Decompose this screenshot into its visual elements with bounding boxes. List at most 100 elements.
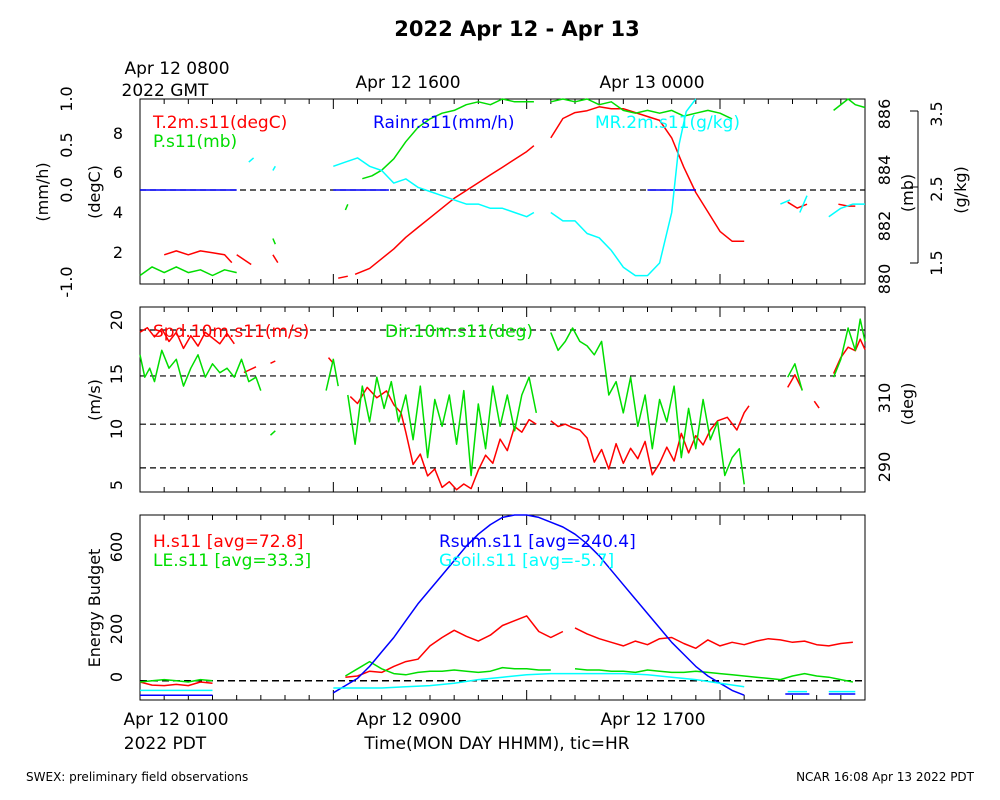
bottom-soil-heat-segment-1 xyxy=(333,672,745,689)
top-pressure-segment-3 xyxy=(362,98,534,180)
top-pressure-segment-5 xyxy=(833,98,866,111)
top-mixing-ratio-segment-5 xyxy=(799,195,808,213)
top-right-inner-axis: 886 884 882 880 (mb) xyxy=(875,99,917,295)
chart-title: 2022 Apr 12 - Apr 13 xyxy=(394,17,639,41)
mid-deg-tick-290: 290 xyxy=(875,452,894,483)
top-degc-tick-8: 8 xyxy=(113,124,123,143)
bottom-left-axis: 600 200 0 Energy Budget xyxy=(85,532,126,682)
top-gkg-axis-label: (g/kg) xyxy=(951,166,970,213)
top-pressure-segment-1 xyxy=(272,238,276,245)
top-inner-axis-label: (degC) xyxy=(85,165,104,219)
middle-wind-speed-segment-2 xyxy=(270,360,276,364)
legend-latent-heat: LE.s11 [avg=33.3] xyxy=(153,551,311,571)
middle-wind-speed-segment-6 xyxy=(787,374,803,391)
top-mb-tick-882: 882 xyxy=(875,211,894,242)
top-mixing-ratio-series xyxy=(248,98,865,277)
top-mixing-ratio-segment-3 xyxy=(550,98,697,277)
bot-tick-200: 200 xyxy=(107,614,126,645)
pdt-label-first-line2: 2022 PDT xyxy=(124,734,207,754)
top-pressure-segment-2 xyxy=(344,204,349,211)
middle-wind-direction-segment-5 xyxy=(787,363,803,391)
legend-radiation-sum: Rsum.s11 [avg=240.4] xyxy=(439,532,636,552)
reference-lines xyxy=(140,189,865,682)
top-gkg-tick-2.5: 2.5 xyxy=(927,176,946,201)
mid-ms-tick-5: 5 xyxy=(107,480,126,490)
top-temperature-segment-2 xyxy=(272,254,279,263)
top-mixing-ratio-segment-2 xyxy=(333,157,535,218)
top-temperature-segment-6 xyxy=(787,201,808,209)
bottom-radiation-sum-series xyxy=(140,514,856,696)
middle-left-axis: 20 15 10 5 (m/s) xyxy=(85,310,126,490)
middle-legend: Spd.10m.s11(m/s) Dir.10m.s11(deg) xyxy=(153,322,533,342)
middle-wind-direction-segment-2 xyxy=(325,358,339,391)
bottom-latent-heat-segment-1 xyxy=(345,660,551,677)
bottom-legend: H.s11 [avg=72.8] LE.s11 [avg=33.3] Rsum.… xyxy=(153,532,636,571)
mid-ms-tick-20: 20 xyxy=(107,310,126,330)
series-lines xyxy=(139,98,866,696)
top-pressure-segment-0 xyxy=(139,266,237,277)
mid-ms-tick-15: 15 xyxy=(107,364,126,384)
top-outer-tick-2: 0.5 xyxy=(57,132,76,157)
bottom-latent-heat-series xyxy=(139,660,854,683)
bottom-latent-heat-segment-2 xyxy=(574,668,854,683)
legend-mixing-ratio: MR.2m.s11(g/kg) xyxy=(595,113,740,133)
top-mixing-ratio-segment-6 xyxy=(828,203,865,218)
middle-wind-direction-segment-6 xyxy=(832,318,866,378)
middle-wind-direction-segment-0 xyxy=(139,349,262,391)
middle-wind-direction-series xyxy=(139,318,866,485)
top-temperature-segment-4 xyxy=(354,145,535,275)
top-outer-tick-4: -1.0 xyxy=(57,266,76,297)
top-gkg-tick-1.5: 1.5 xyxy=(927,250,946,275)
footer-right: NCAR 16:08 Apr 13 2022 PDT xyxy=(796,770,975,784)
pdt-label-first-line1: Apr 12 0100 xyxy=(123,710,228,730)
bot-tick-600: 600 xyxy=(107,532,126,563)
bot-tick-0: 0 xyxy=(107,672,126,682)
middle-wind-direction-segment-1 xyxy=(269,430,276,436)
footer-left: SWEX: preliminary field observations xyxy=(26,770,248,784)
legend-wind-direction: Dir.10m.s11(deg) xyxy=(385,322,533,342)
top-mb-tick-886: 886 xyxy=(875,99,894,130)
top-left-inner-axis: 8 6 4 2 xyxy=(113,124,123,262)
top-degc-tick-4: 4 xyxy=(113,203,123,222)
pdt-label-second: Apr 12 0900 xyxy=(356,710,461,730)
middle-wind-speed-segment-5 xyxy=(550,405,750,476)
top-legend: T.2m.s11(degC) P.s11(mb) Rainr.s11(mm/h)… xyxy=(152,113,740,152)
gmt-label-first-line1: Apr 12 0800 xyxy=(124,59,229,79)
bottom-soil-heat-series xyxy=(140,672,856,693)
mid-ms-tick-10: 10 xyxy=(107,419,126,439)
top-pressure-series xyxy=(139,98,866,277)
top-mb-axis-label: (mb) xyxy=(898,174,917,212)
mid-deg-tick-310: 310 xyxy=(875,383,894,414)
bottom-sensible-heat-segment-1 xyxy=(345,615,564,678)
x-tick-marks xyxy=(163,99,842,700)
legend-sensible-heat: H.s11 [avg=72.8] xyxy=(153,532,303,552)
top-outer-axis-label: (mm/h) xyxy=(33,162,52,221)
top-right-outer-axis: 3.5 2.5 1.5 (g/kg) xyxy=(910,101,970,276)
top-outer-tick-1: 1.0 xyxy=(57,86,76,111)
bottom-sensible-heat-segment-2 xyxy=(574,627,853,650)
top-temperature-segment-1 xyxy=(236,254,252,266)
bottom-sensible-heat-segment-0 xyxy=(139,681,213,687)
legend-wind-speed: Spd.10m.s11(m/s) xyxy=(153,322,309,342)
middle-wind-speed-segment-7 xyxy=(813,400,820,409)
x-axis-label: Time(MON DAY HHMM), tic=HR xyxy=(363,734,629,754)
top-mixing-ratio-segment-0 xyxy=(248,157,255,163)
top-degc-tick-2: 2 xyxy=(113,243,123,262)
top-temperature-segment-0 xyxy=(163,250,233,264)
gmt-label-first-line2: 2022 GMT xyxy=(122,81,210,101)
top-outer-tick-3: 0.0 xyxy=(57,177,76,202)
top-mixing-ratio-segment-1 xyxy=(272,165,276,171)
top-mb-tick-880: 880 xyxy=(875,264,894,295)
bottom-sensible-heat-series xyxy=(139,615,853,687)
top-temperature-series xyxy=(163,106,856,279)
middle-wind-direction-segment-4 xyxy=(550,327,745,485)
middle-wind-speed-segment-8 xyxy=(832,338,866,374)
gmt-label-third: Apr 13 0000 xyxy=(599,73,704,93)
legend-temperature: T.2m.s11(degC) xyxy=(152,113,287,133)
bottom-latent-heat-segment-0 xyxy=(139,678,213,683)
legend-pressure: P.s11(mb) xyxy=(153,132,237,152)
top-mb-tick-884: 884 xyxy=(875,155,894,186)
middle-right-axis: 310 290 (deg) xyxy=(875,383,917,483)
